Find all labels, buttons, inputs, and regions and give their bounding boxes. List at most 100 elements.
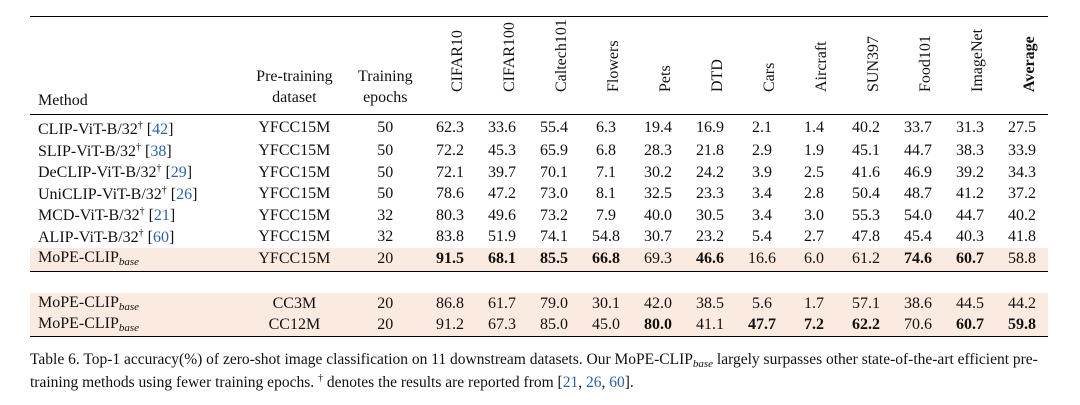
score-cell: 2.9 — [752, 142, 772, 160]
citation-link[interactable]: 26 — [585, 373, 602, 391]
score-cell: 40.0 — [644, 206, 672, 224]
table-row: MoPE-CLIPbase YFCC15M 20 91.5 68.1 85.5 … — [30, 248, 1048, 271]
citation-link[interactable]: 29 — [170, 164, 187, 182]
score-cell: 38.5 — [684, 293, 736, 315]
citation-link[interactable]: 60 — [153, 228, 169, 246]
score-cell: 41.1 — [684, 314, 736, 337]
dataset-cell: CC12M — [242, 314, 347, 337]
method-cell: MCD-ViT-B/32† [21] — [38, 206, 176, 225]
score-cell: 45.3 — [488, 142, 516, 160]
results-table: Method Pre-training dataset Training epo… — [30, 16, 1048, 337]
score-cell: 48.7 — [904, 185, 932, 203]
citation-link[interactable]: 26 — [176, 185, 193, 203]
score-cell: 1.7 — [788, 293, 840, 315]
score-cell: 23.2 — [696, 228, 724, 246]
score-cell: 5.4 — [752, 228, 772, 246]
score-cell: 69.3 — [632, 248, 684, 271]
average-cell: 37.2 — [1008, 185, 1036, 203]
citation-link[interactable]: 38 — [150, 142, 167, 160]
table-row: CLIP-ViT-B/32† [42] YFCC15M 50 62.3 33.6… — [30, 115, 1048, 141]
score-cell: 6.3 — [596, 118, 616, 136]
score-cell: 78.6 — [436, 185, 464, 203]
caption-text-3: denotes the results are reported from [ — [326, 373, 563, 391]
score-cell: 74.1 — [540, 228, 568, 246]
score-cell: 55.4 — [540, 118, 568, 136]
average-cell: 44.2 — [996, 293, 1048, 315]
score-cell: 57.1 — [840, 293, 892, 315]
citation-link[interactable]: 60 — [609, 373, 625, 391]
score-cell: 61.2 — [840, 248, 892, 271]
score-cell: 8.1 — [596, 185, 616, 203]
epochs-cell: 50 — [377, 163, 394, 181]
score-cell: 33.7 — [904, 118, 932, 136]
score-cell: 74.6 — [892, 248, 944, 271]
score-cell: 23.3 — [696, 185, 724, 203]
epochs-cell: 20 — [346, 248, 424, 271]
score-cell: 30.1 — [580, 293, 632, 315]
score-cell: 79.0 — [528, 293, 580, 315]
score-cell: 70.6 — [892, 314, 944, 337]
citation-link[interactable]: 21 — [153, 207, 170, 225]
score-cell: 86.8 — [424, 293, 476, 315]
score-cell: 73.0 — [540, 185, 568, 203]
epochs-cell: 32 — [377, 228, 394, 246]
epochs-cell: 20 — [346, 314, 424, 337]
caption-text-2: largely surpasses other state-of-the-art… — [30, 351, 1038, 391]
score-cell: 46.9 — [904, 163, 932, 181]
score-cell: 54.0 — [904, 206, 932, 224]
average-cell: 41.8 — [1008, 228, 1036, 246]
citation-link[interactable]: 21 — [562, 373, 579, 391]
table-row: MCD-ViT-B/32† [21] YFCC15M 32 80.3 49.6 … — [30, 205, 1048, 227]
score-cell: 1.9 — [804, 142, 824, 160]
dataset-cell: CC3M — [242, 293, 347, 315]
dataset-cell: YFCC15M — [242, 248, 347, 271]
table-row: DeCLIP-ViT-B/32† [29] YFCC15M 50 72.1 39… — [30, 162, 1048, 184]
score-cell: 51.9 — [488, 228, 516, 246]
score-cell: 83.8 — [436, 228, 464, 246]
score-cell: 45.0 — [580, 314, 632, 337]
score-cell: 67.3 — [476, 314, 528, 337]
score-cell: 62.3 — [436, 118, 464, 136]
score-cell: 65.9 — [540, 142, 568, 160]
score-cell: 7.9 — [596, 206, 616, 224]
score-cell: 72.1 — [436, 163, 464, 181]
score-cell: 72.2 — [436, 142, 464, 160]
score-cell: 44.5 — [944, 293, 996, 315]
method-cell: CLIP-ViT-B/32† [42] — [38, 120, 174, 139]
score-cell: 42.0 — [632, 293, 684, 315]
score-cell: 68.1 — [476, 248, 528, 271]
method-cell: SLIP-ViT-B/32† [38] — [38, 141, 172, 160]
epochs-cell: 50 — [377, 185, 394, 203]
dataset-cell: YFCC15M — [258, 185, 331, 203]
score-cell: 2.1 — [752, 118, 772, 136]
score-cell: 2.5 — [804, 163, 824, 181]
dataset-cell: YFCC15M — [258, 142, 331, 160]
score-cell: 66.8 — [580, 248, 632, 271]
caption-dagger: † — [317, 372, 323, 384]
citation-link[interactable]: 42 — [152, 121, 169, 139]
dataset-cell: YFCC15M — [258, 163, 331, 181]
method-cell: MoPE-CLIPbase — [30, 293, 243, 315]
method-cell: MoPE-CLIPbase — [30, 314, 243, 337]
score-cell: 47.8 — [852, 228, 880, 246]
score-cell: 21.8 — [696, 142, 724, 160]
epochs-cell: 32 — [377, 206, 394, 224]
average-cell: 27.5 — [1008, 118, 1036, 136]
average-cell: 40.2 — [1008, 206, 1036, 224]
score-cell: 16.6 — [736, 248, 788, 271]
score-cell: 46.6 — [684, 248, 736, 271]
score-cell: 30.5 — [696, 206, 724, 224]
score-cell: 45.4 — [904, 228, 932, 246]
average-cell: 58.8 — [996, 248, 1048, 271]
score-cell: 41.6 — [852, 163, 880, 181]
table-row: MoPE-CLIPbase CC3M 20 86.8 61.7 79.0 30.… — [30, 293, 1048, 315]
header-sun397: SUN397 — [840, 17, 892, 115]
header-method: Method — [30, 17, 243, 115]
score-cell: 6.0 — [788, 248, 840, 271]
table-caption: Table 6. Top-1 accuracy(%) of zero-shot … — [30, 351, 1038, 391]
section-divider — [30, 270, 1048, 293]
top-rule — [30, 16, 1048, 17]
method-cell: DeCLIP-ViT-B/32† [29] — [38, 163, 193, 182]
score-cell: 91.5 — [424, 248, 476, 271]
score-cell: 2.8 — [804, 185, 824, 203]
